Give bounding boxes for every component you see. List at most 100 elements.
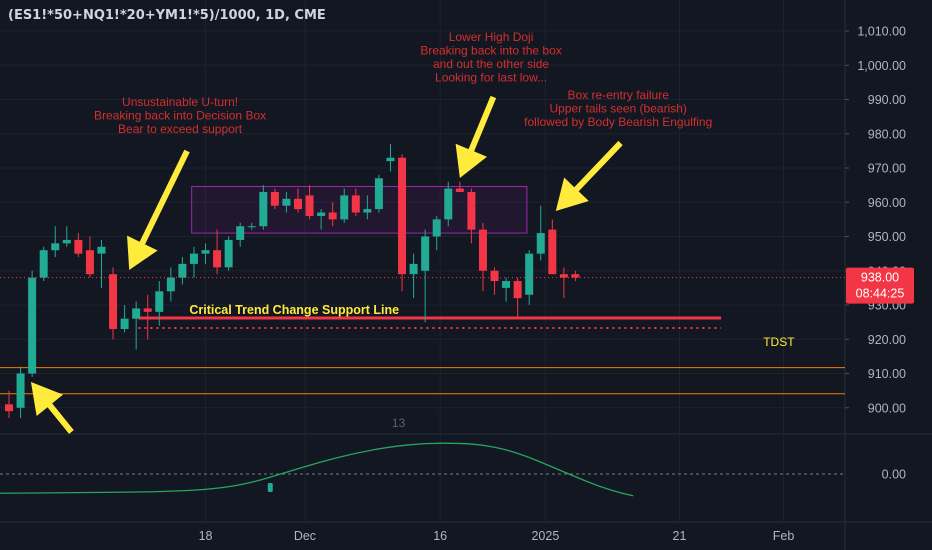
candle-body — [317, 212, 326, 216]
candle[interactable] — [62, 226, 71, 247]
candle[interactable] — [120, 305, 129, 333]
oscillator-line — [0, 442, 634, 497]
candle[interactable] — [386, 144, 395, 172]
candle-body — [305, 195, 314, 216]
candle-body — [259, 191, 268, 227]
candle-body — [525, 253, 534, 295]
candle-body — [247, 226, 256, 228]
candle[interactable] — [455, 181, 464, 192]
candle[interactable] — [189, 246, 198, 278]
candle-body — [155, 291, 164, 312]
candle-body — [16, 373, 25, 408]
candle-body — [421, 236, 430, 271]
candle[interactable] — [224, 236, 233, 271]
candle[interactable] — [178, 257, 187, 285]
candle-body — [132, 308, 141, 319]
candles-layer[interactable] — [5, 144, 580, 419]
annotation-u-turn-line: Unsustainable U-turn! — [122, 95, 238, 109]
arrows-layer — [30, 95, 623, 434]
candle[interactable] — [525, 250, 534, 305]
candle[interactable] — [166, 267, 175, 302]
candle[interactable] — [143, 294, 152, 340]
candle-body — [178, 263, 187, 278]
candle[interactable] — [5, 390, 13, 419]
candle-body — [409, 263, 418, 275]
candle-body — [455, 188, 464, 192]
candle[interactable] — [490, 267, 499, 295]
price-tick-label: 1,010.00 — [857, 25, 906, 39]
candle[interactable] — [340, 188, 349, 223]
candle[interactable] — [270, 188, 279, 210]
candle[interactable] — [109, 267, 118, 340]
candle[interactable] — [97, 239, 106, 288]
arrow-u-turn — [127, 149, 190, 270]
candle[interactable] — [282, 191, 291, 213]
candle[interactable] — [409, 253, 418, 299]
candle-body — [548, 229, 557, 275]
arrow-reentry — [555, 140, 623, 211]
candle[interactable] — [132, 301, 141, 350]
candle-body — [236, 226, 245, 240]
price-tick-label: 950.00 — [868, 230, 906, 244]
candle[interactable] — [374, 174, 383, 213]
annotation-reentry-line: Upper tails seen (bearish) — [550, 102, 687, 116]
candle[interactable] — [351, 188, 360, 216]
tdst-label: TDST — [763, 335, 795, 349]
time-tick-label: Feb — [773, 529, 795, 543]
candle-body — [559, 274, 568, 278]
candle-body — [62, 239, 71, 244]
candle[interactable] — [317, 209, 326, 230]
candle[interactable] — [259, 185, 268, 230]
candle[interactable] — [247, 222, 256, 230]
price-tick-label: 960.00 — [868, 196, 906, 210]
candle[interactable] — [502, 277, 511, 302]
candle[interactable] — [559, 267, 568, 299]
candle[interactable] — [328, 202, 337, 227]
candle[interactable] — [305, 185, 314, 220]
price-tick-label: 910.00 — [868, 367, 906, 381]
oscillator-pane[interactable]: 0.00 13 — [0, 416, 906, 497]
time-axis[interactable]: 18 Dec 16 2025 21 Feb — [199, 529, 795, 543]
candle[interactable] — [478, 222, 487, 292]
candle[interactable] — [28, 270, 37, 377]
candle-body — [85, 250, 94, 275]
candle-body — [28, 277, 37, 374]
candle[interactable] — [363, 195, 372, 220]
candle-body — [74, 239, 83, 254]
candle[interactable] — [236, 222, 245, 247]
candle[interactable] — [294, 188, 302, 213]
candle-body — [189, 253, 198, 264]
price-tick-label: 920.00 — [868, 333, 906, 347]
candle[interactable] — [432, 215, 441, 251]
candle[interactable] — [398, 154, 407, 292]
candle[interactable] — [571, 270, 580, 282]
candle-body — [536, 233, 545, 254]
last-price-box — [846, 267, 914, 304]
price-tick-label: 900.00 — [868, 401, 906, 415]
candle-body — [467, 191, 476, 230]
candle-body — [294, 198, 302, 210]
time-tick-label: Dec — [294, 529, 316, 543]
candle-body — [224, 239, 233, 268]
candle[interactable] — [536, 205, 545, 261]
candle[interactable] — [513, 277, 522, 319]
candle[interactable] — [421, 229, 430, 323]
candle[interactable] — [16, 366, 25, 419]
candle[interactable] — [85, 236, 94, 278]
candle[interactable] — [74, 233, 83, 258]
candle[interactable] — [213, 229, 222, 275]
candle[interactable] — [467, 188, 476, 244]
candle[interactable] — [444, 181, 453, 227]
candle-body — [282, 198, 291, 206]
candle[interactable] — [201, 243, 210, 264]
candle[interactable] — [39, 246, 48, 282]
candle[interactable] — [51, 226, 60, 258]
price-axis[interactable]: 900.00910.00920.00930.00940.00950.00960.… — [845, 25, 906, 416]
annotation-doji-line: Looking for last low... — [435, 71, 547, 85]
candle[interactable] — [548, 219, 557, 275]
candle-body — [201, 250, 210, 254]
candle[interactable] — [155, 281, 164, 326]
candle-body — [5, 404, 13, 412]
time-tick-label: 2025 — [531, 529, 559, 543]
